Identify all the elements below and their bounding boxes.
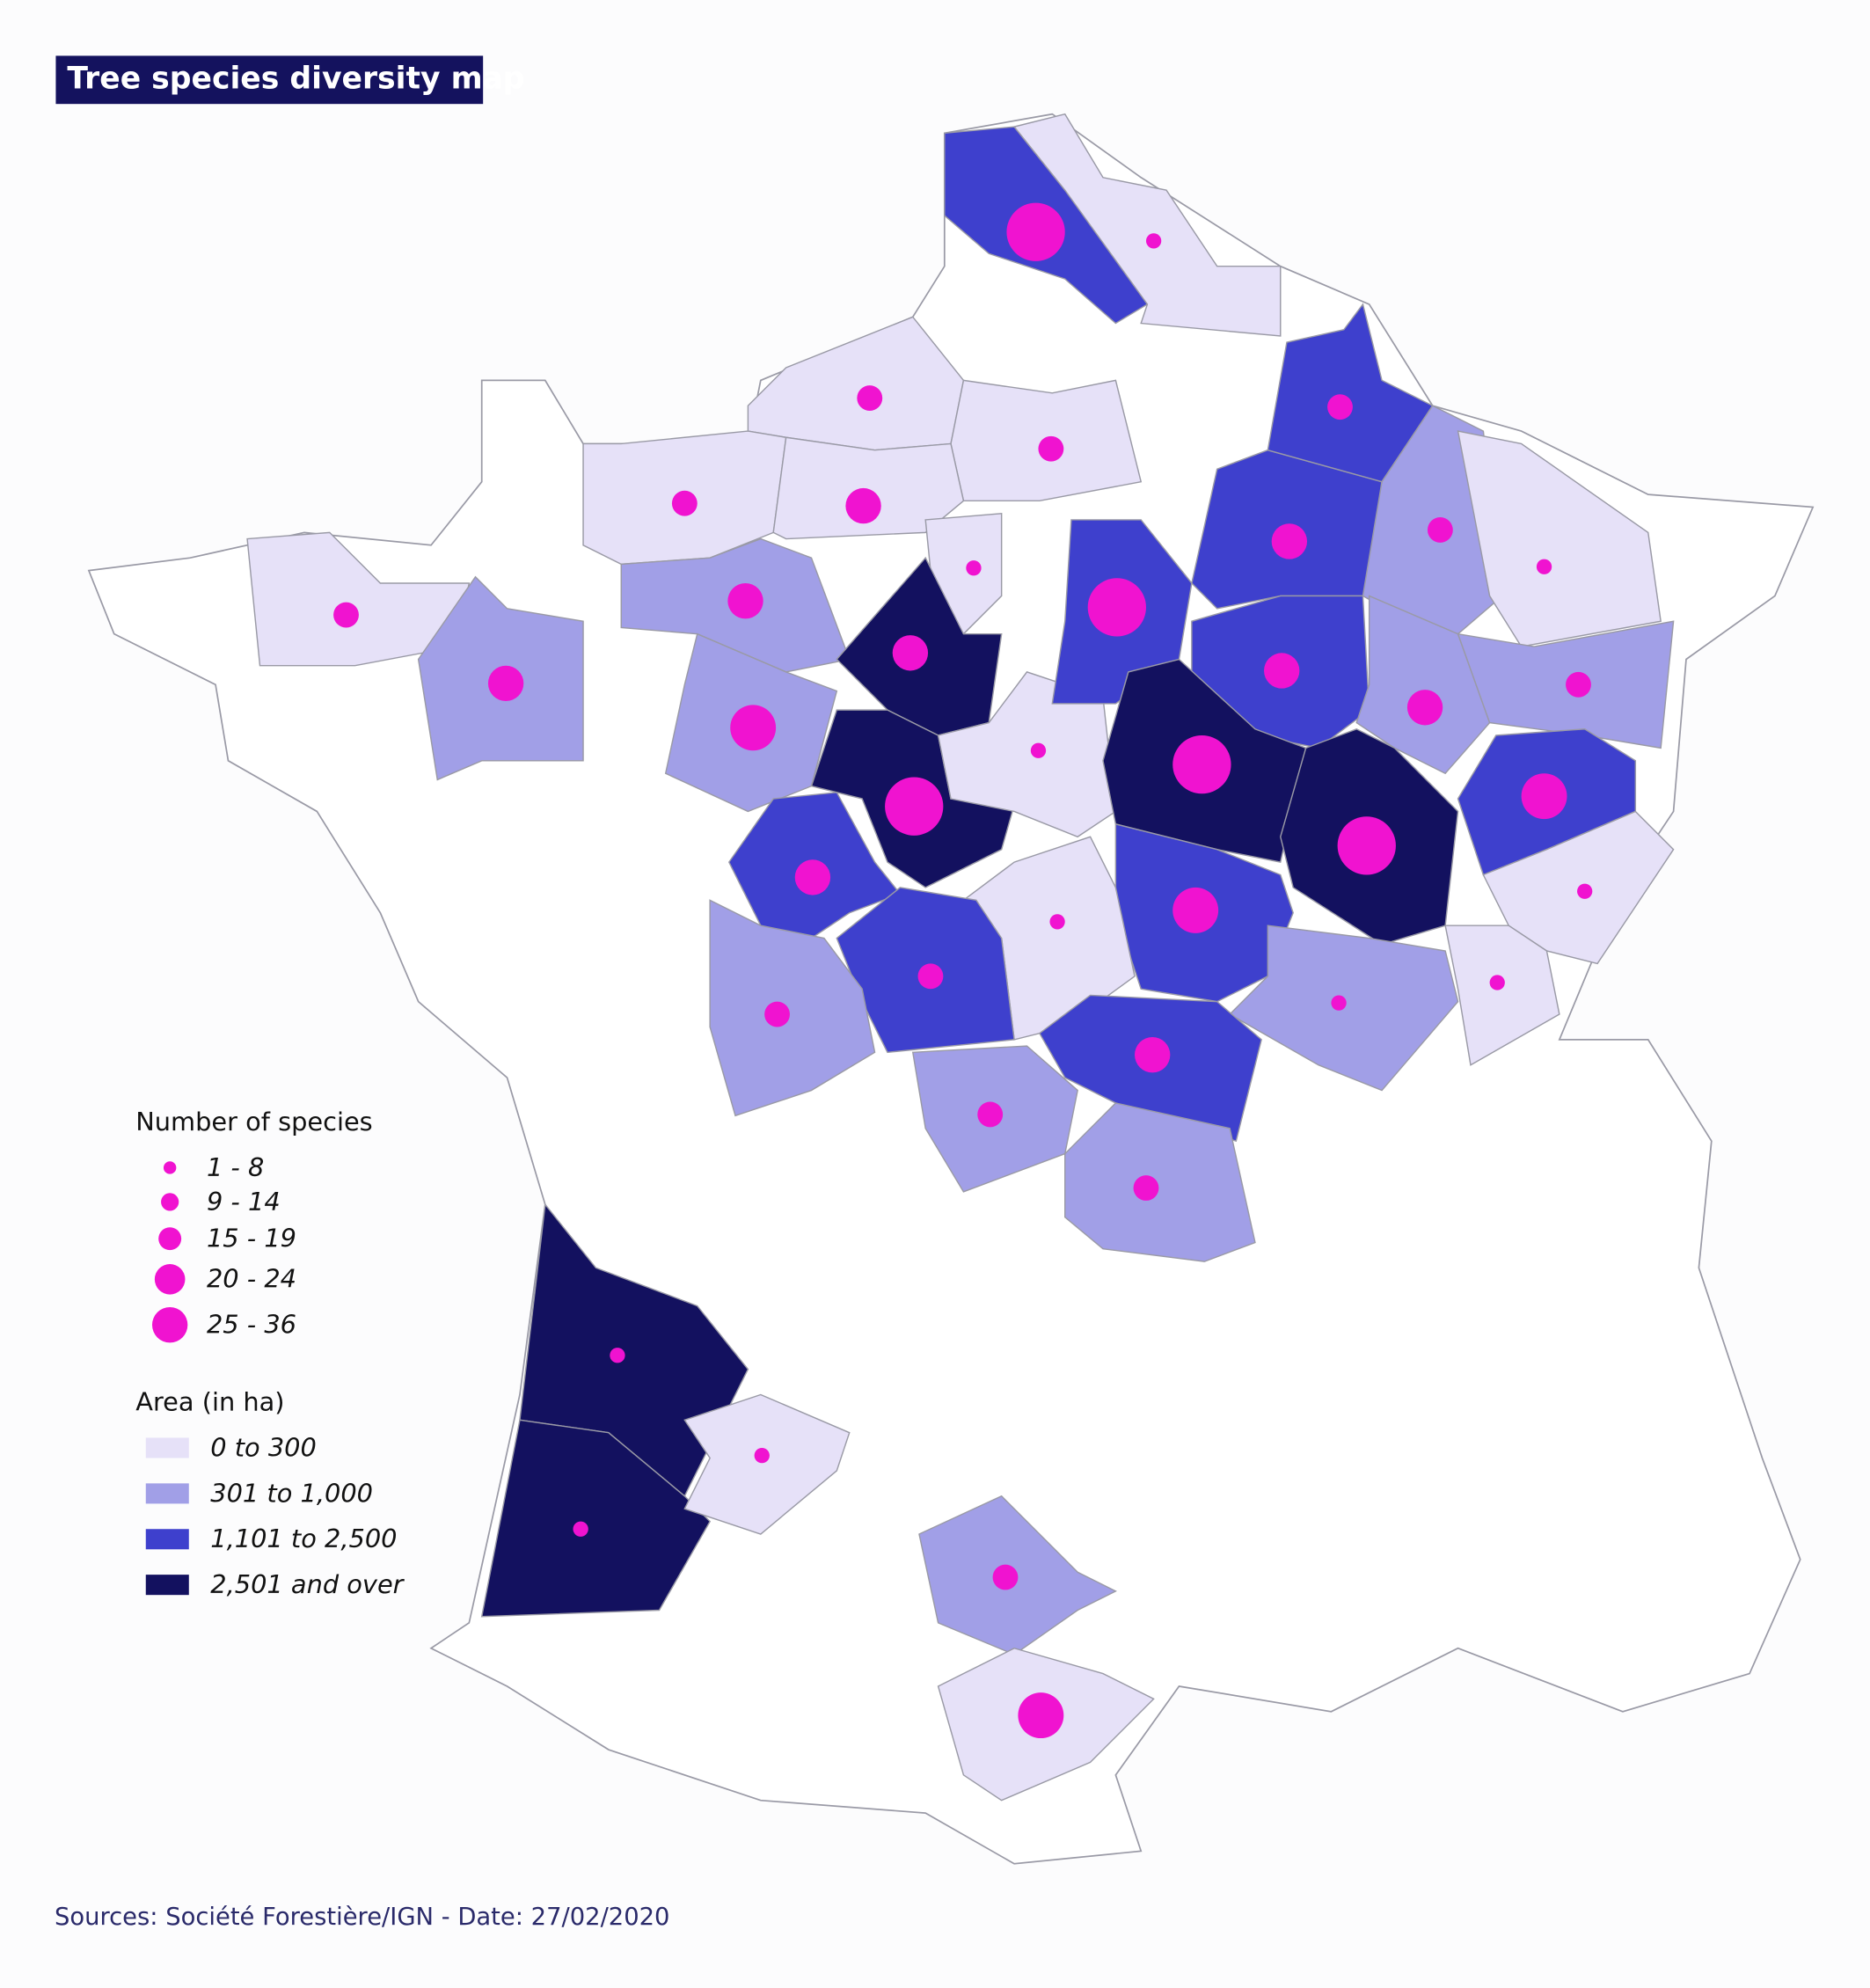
species-dot [966, 560, 982, 576]
species-dot [1018, 1692, 1064, 1739]
species-dot [671, 490, 698, 516]
species-dot [1038, 435, 1064, 462]
species-dot [764, 1001, 790, 1027]
legend-label: 2,501 and over [210, 1569, 405, 1599]
species-dot [1006, 202, 1065, 261]
species-dot [1327, 394, 1353, 420]
legend-title: Number of species [135, 1107, 372, 1137]
legend-label: 1,101 to 2,500 [210, 1524, 397, 1553]
department [1012, 113, 1282, 337]
legend-dot [151, 1307, 188, 1343]
species-dot [1087, 578, 1146, 637]
species-dot [754, 1447, 770, 1464]
source: Sources: Société Forestière/IGN - Date: … [55, 1904, 669, 1931]
species-dot [1264, 653, 1300, 689]
species-dot [727, 583, 763, 619]
species-dot [892, 635, 929, 671]
legend-label: 15 - 19 [207, 1224, 296, 1253]
species-dot [992, 1564, 1019, 1590]
legend-dot [161, 1193, 179, 1211]
department [1444, 925, 1560, 1066]
department [709, 899, 876, 1117]
species-dot [794, 859, 831, 895]
species-dot [1406, 690, 1443, 726]
legend-label: 0 to 300 [210, 1432, 317, 1462]
species-dot [1049, 914, 1065, 930]
species-legend: 1 - 8 9 - 14 15 - 19 20 - 24 25 - 36 [151, 1152, 296, 1343]
species-dot [1337, 816, 1396, 875]
species-dot [917, 963, 944, 990]
species-dot [1172, 735, 1231, 794]
departments [246, 113, 1675, 1802]
species-dot [885, 777, 944, 836]
legend-swatch [145, 1437, 189, 1458]
species-dot [1521, 773, 1567, 820]
legend-swatch [145, 1483, 189, 1504]
species-dot [1566, 671, 1591, 698]
department [480, 1419, 712, 1618]
species-dot [573, 1521, 588, 1537]
species-dot [1145, 233, 1162, 249]
legend-title: Area (in ha) [135, 1387, 284, 1417]
department [683, 1393, 851, 1535]
legend-label: 9 - 14 [207, 1187, 281, 1217]
species-dot [857, 385, 883, 411]
legend-dot [163, 1161, 177, 1174]
department [1457, 430, 1662, 647]
species-dot [845, 487, 881, 524]
species-dot [1536, 559, 1552, 574]
legend-label: 25 - 36 [207, 1310, 296, 1340]
legend-swatch [145, 1529, 189, 1550]
species-dot [1489, 975, 1505, 990]
species-dot [1427, 517, 1453, 543]
species-dot [1172, 887, 1219, 933]
legend-dot [154, 1264, 186, 1295]
legend-label: 301 to 1,000 [210, 1478, 373, 1508]
department [772, 436, 965, 540]
department [1064, 1102, 1256, 1262]
species-dot [1030, 742, 1047, 758]
legend-swatch [145, 1575, 189, 1596]
title-box [55, 55, 484, 105]
species-dot [333, 602, 359, 628]
species-dot [730, 705, 777, 751]
legend-label: 20 - 24 [207, 1264, 296, 1294]
legend-label: 1 - 8 [207, 1152, 264, 1182]
legend-dot [158, 1227, 182, 1251]
area-legend: 0 to 300 301 to 1,000 1,101 to 2,500 2,501 … [145, 1432, 405, 1599]
species-dot [1133, 1175, 1159, 1201]
title: Tree species diversity map [67, 61, 524, 96]
species-dot [977, 1101, 1004, 1128]
species-dot [610, 1348, 625, 1363]
species-dot [487, 665, 524, 702]
species-dot [1577, 883, 1593, 899]
species-dot [1331, 995, 1347, 1011]
species-dot [1271, 523, 1308, 559]
species-dot [1135, 1037, 1171, 1073]
